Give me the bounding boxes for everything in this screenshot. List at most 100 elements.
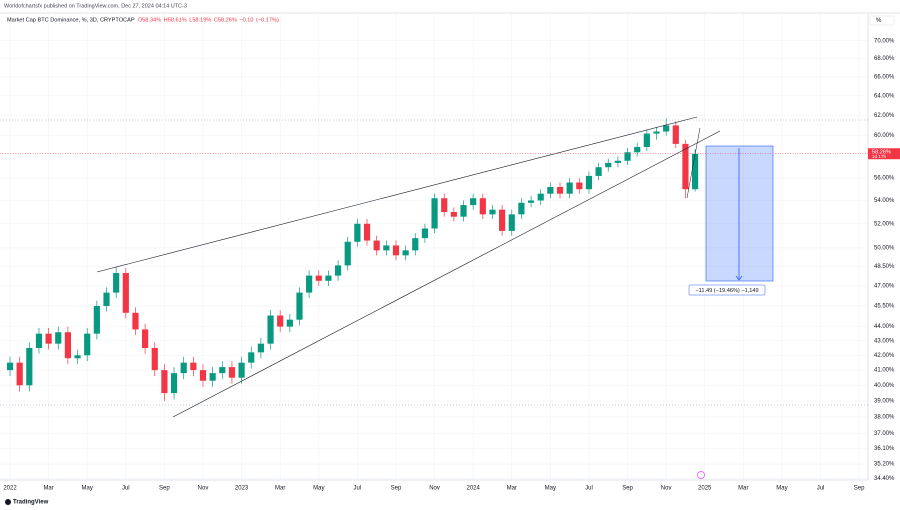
candle-body — [537, 193, 544, 201]
candle-body — [547, 186, 554, 194]
y-tick-label: 52.00% — [874, 221, 895, 227]
y-tick-label: 34.40% — [874, 476, 895, 482]
legend-value: C58.26% — [214, 17, 237, 23]
y-tick-label: 47.00% — [874, 284, 895, 290]
candle-body — [199, 370, 207, 381]
y-tick-label: 70.00% — [874, 38, 895, 44]
legend-value: O58.34% — [138, 17, 161, 23]
measure-label: −11.49 (−19.46%) −1,149 — [695, 288, 758, 294]
x-tick-label: 2023 — [235, 486, 249, 492]
y-tick-label: 62.00% — [874, 113, 895, 119]
event-icon[interactable] — [697, 471, 705, 479]
x-tick-label: Mar — [275, 486, 285, 492]
candle-body — [585, 175, 593, 190]
footer-brand: TradingView — [13, 500, 49, 506]
x-tick-label: May — [776, 486, 787, 492]
x-tick-label: Jul — [817, 486, 825, 492]
candle-body — [132, 312, 139, 330]
candle-body — [286, 319, 293, 327]
candle-body — [634, 147, 641, 153]
candle-body — [296, 292, 303, 320]
candle-body — [460, 205, 467, 217]
upper-trendline — [96, 116, 698, 273]
candle-body — [228, 367, 236, 378]
candle-body — [692, 153, 699, 190]
x-tick-label: 2025 — [698, 486, 712, 492]
candle-body — [170, 373, 178, 394]
candle-body — [663, 125, 670, 132]
y-tick-label: 35.20% — [874, 462, 895, 468]
candle-body — [653, 131, 660, 134]
candle-body — [614, 160, 621, 163]
price-tag — [868, 148, 900, 160]
candle-body — [383, 245, 390, 251]
candle-body — [257, 343, 264, 353]
lower-trendline — [172, 130, 721, 418]
candle-body — [576, 182, 583, 190]
candles — [6, 118, 699, 401]
candle-body — [672, 125, 679, 144]
candle-body — [209, 373, 216, 381]
x-tick-label: 2022 — [3, 486, 17, 492]
candle-body — [84, 333, 91, 356]
y-tick-label: 36.10% — [874, 446, 895, 452]
x-tick-label: Nov — [429, 486, 440, 492]
y-tick-label: 40.00% — [874, 383, 895, 389]
candle-body — [508, 214, 515, 231]
logo — [5, 499, 11, 505]
x-tick-label: Sep — [622, 486, 633, 492]
candle-body — [450, 212, 457, 217]
candle-body — [238, 362, 245, 378]
candle-body — [354, 223, 361, 242]
candle-body — [325, 275, 332, 281]
y-tick-label: 37.00% — [874, 431, 895, 437]
x-tick-label: Nov — [661, 486, 672, 492]
x-tick-label: May — [82, 486, 93, 492]
x-tick-label: 2024 — [466, 486, 480, 492]
candle-body — [479, 198, 486, 215]
candle-body — [595, 167, 602, 176]
candle-body — [527, 200, 535, 203]
y-tick-label: 38.00% — [874, 414, 895, 420]
x-tick-label: May — [545, 486, 556, 492]
candle-body — [315, 275, 322, 281]
y-tick-label: 54.00% — [874, 198, 895, 204]
chart-title: Market Cap BTC Dominance, %, 3D, CRYPTOC… — [7, 17, 135, 23]
candle-body — [93, 305, 100, 334]
countdown: 1d 17h — [872, 154, 886, 159]
candle-body — [16, 362, 23, 386]
legend-value: −0.10 — [239, 17, 253, 23]
candle-body — [344, 241, 351, 266]
candle-body — [441, 198, 448, 213]
scale-button[interactable] — [869, 15, 895, 26]
measure-box — [705, 145, 774, 282]
candle-body — [6, 362, 14, 371]
candle-body — [190, 362, 197, 371]
candle-body — [421, 228, 429, 239]
y-tick-label: 50.00% — [874, 245, 895, 251]
x-tick-label: Jul — [585, 486, 593, 492]
candle-body — [142, 329, 149, 348]
y-tick-label: 56.00% — [874, 176, 895, 182]
grid — [0, 14, 868, 480]
candle-body — [267, 315, 274, 344]
candle-body — [103, 292, 110, 306]
y-tick-label: 44.00% — [874, 324, 895, 330]
candle-body — [35, 333, 43, 348]
candle-body — [161, 370, 168, 394]
candle-body — [412, 238, 419, 251]
measure-label-box — [688, 284, 766, 296]
candle-body — [45, 333, 52, 344]
measure-arrow-head — [735, 275, 743, 281]
x-tick-label: Sep — [391, 486, 402, 492]
scale-button-label[interactable]: % — [876, 18, 882, 24]
candle-body — [624, 152, 631, 161]
x-tick-label: Jul — [122, 486, 130, 492]
candle-body — [306, 275, 313, 293]
y-tick-label: 39.00% — [874, 398, 895, 404]
candle-body — [277, 315, 284, 327]
candle-body — [122, 273, 129, 313]
x-tick-label: Jul — [354, 486, 362, 492]
candle-body — [248, 352, 255, 363]
